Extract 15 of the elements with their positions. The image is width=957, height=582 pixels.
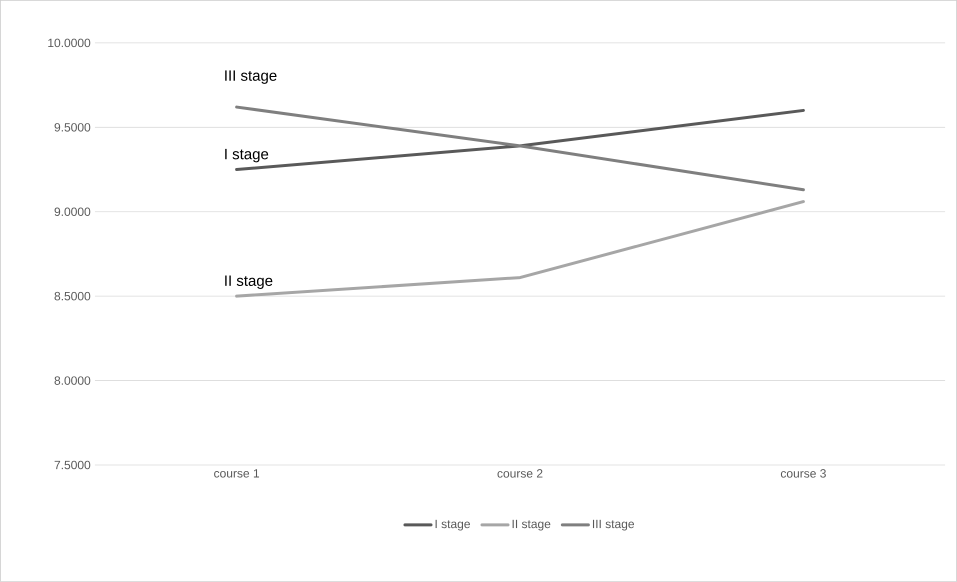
x-tick-label: course 2 [498,469,542,478]
y-tick-label: 9.5000 [54,123,90,132]
y-tick-label: 8.0000 [54,376,90,385]
legend-label: I stage [436,520,470,531]
text: I stage [225,148,268,162]
x-tick-label: course 1 [214,469,260,478]
legend-label: II stage [512,520,550,531]
y-tick-label: 8.5000 [54,292,90,300]
y-tick-label: 9.0000 [54,208,90,216]
legend-label: III stage [592,520,634,531]
text: II stage [225,276,272,289]
y-tick-label: 10.0000 [48,38,90,48]
x-tick-label: course 3 [780,469,826,478]
text: III stage [225,70,277,84]
y-tick-label: 7.5000 [54,460,90,470]
